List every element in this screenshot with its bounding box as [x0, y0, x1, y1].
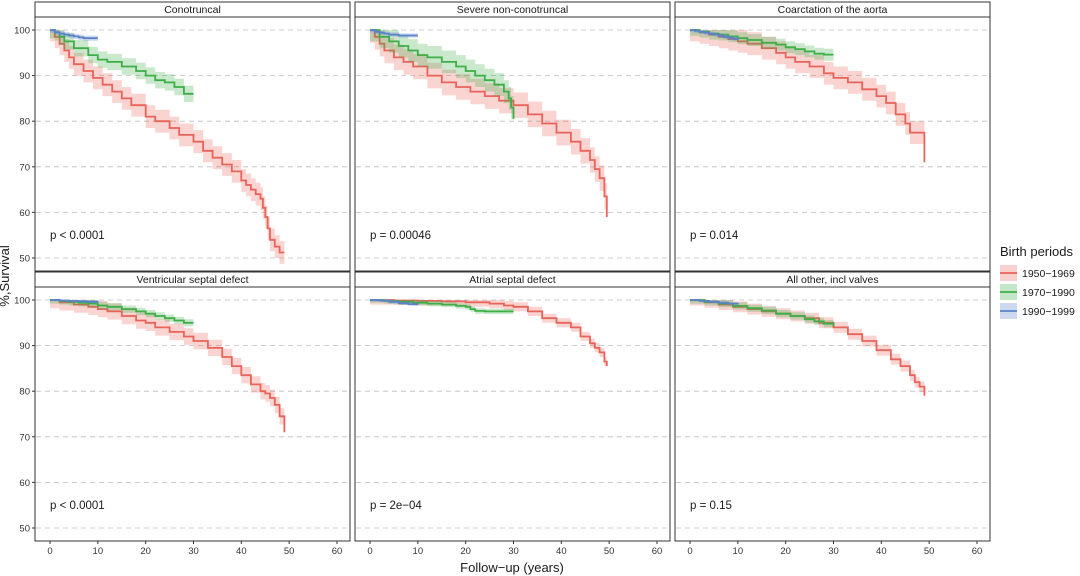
- y-tick-label: 70: [19, 432, 30, 443]
- legend-title: Birth periods: [1000, 244, 1073, 259]
- facet-panel: Severe non-conotruncal p = 0.00046: [354, 1, 671, 272]
- confidence-band: [690, 30, 738, 42]
- survival-line: [50, 299, 286, 433]
- y-tick-label: 90: [19, 71, 30, 82]
- x-tick-label: 50: [924, 546, 935, 557]
- y-tick-label: 100: [14, 296, 30, 307]
- x-tick-label: 20: [780, 546, 791, 557]
- legend-label: 1950−1969: [1022, 268, 1075, 280]
- x-tick-label: 0: [687, 546, 692, 557]
- x-tick-label: 10: [733, 546, 744, 557]
- x-tick-label: 60: [652, 546, 663, 557]
- x-tick-label: 40: [236, 546, 247, 557]
- y-axis-label: %,Survival: [0, 245, 12, 307]
- plot-area: [34, 16, 351, 272]
- survival-line: [690, 299, 739, 305]
- survival-line: [50, 299, 99, 303]
- x-tick-label: 0: [367, 546, 372, 557]
- survival-line: [50, 29, 285, 254]
- facet-panel: Coarctation of the aorta p = 0.014: [674, 1, 991, 272]
- confidence-band: [370, 30, 607, 230]
- legend: Birth periods 1950−1969 1970−1990 1990−199…: [1000, 244, 1075, 319]
- y-tick-label: 50: [19, 254, 30, 265]
- survival-line: [370, 29, 608, 217]
- y-tick-label: 60: [19, 208, 30, 219]
- confidence-band: [50, 30, 285, 264]
- y-tick-label: 60: [19, 478, 30, 489]
- p-value-label: p = 0.15: [690, 500, 732, 512]
- facet-title: Coarctation of the aorta: [778, 4, 888, 16]
- facet-panel: Ventricular septal defect 50 60 70 80 90 100 0 1…: [14, 271, 351, 557]
- x-tick-label: 60: [332, 546, 343, 557]
- x-tick-label: 50: [284, 546, 295, 557]
- plot-area: [34, 286, 351, 542]
- facet-title: All other, incl valves: [786, 274, 878, 286]
- x-tick-label: 60: [972, 546, 983, 557]
- facet-panel: Atrial septal defect 0 10 20 30 40 50 60 p = 2e−…: [354, 271, 671, 557]
- plot-area: [674, 286, 991, 542]
- plot-area: [354, 286, 671, 542]
- survival-line: [690, 29, 834, 56]
- x-tick-label: 10: [413, 546, 424, 557]
- survival-line: [690, 29, 739, 40]
- confidence-band: [690, 30, 925, 174]
- survival-line: [370, 299, 419, 305]
- x-tick-label: 30: [188, 546, 199, 557]
- facet-title: Severe non-conotruncal: [457, 4, 569, 16]
- survival-line: [370, 29, 515, 119]
- facet-title: Atrial septal defect: [469, 274, 555, 286]
- x-tick-label: 50: [604, 546, 615, 557]
- survival-line: [50, 29, 98, 40]
- facet-panel: All other, incl valves 0 10 20 30 40 50 60 p = 0…: [674, 271, 991, 557]
- confidence-band: [690, 300, 834, 330]
- y-tick-label: 90: [19, 341, 30, 352]
- facet-panel: Conotruncal 50 60 70 80 90 100 p < 0.0001: [14, 1, 351, 272]
- survival-line: [370, 29, 418, 37]
- legend-items: 1950−1969 1970−1990 1990−1999: [1000, 265, 1075, 319]
- x-tick-label: 20: [140, 546, 151, 557]
- x-tick-label: 10: [93, 546, 104, 557]
- legend-label: 1970−1990: [1022, 287, 1075, 299]
- y-tick-label: 100: [14, 26, 30, 37]
- x-tick-label: 40: [876, 546, 887, 557]
- y-tick-label: 80: [19, 117, 30, 128]
- y-tick-label: 80: [19, 387, 30, 398]
- p-value-label: p = 0.014: [690, 230, 739, 242]
- confidence-band: [370, 30, 514, 131]
- p-value-label: p = 2e−04: [370, 500, 422, 512]
- facet-title: Ventricular septal defect: [136, 274, 248, 286]
- y-tick-label: 70: [19, 162, 30, 173]
- facet-title: Conotruncal: [164, 4, 221, 16]
- x-tick-label: 0: [47, 546, 52, 557]
- survival-line: [50, 29, 194, 95]
- x-axis-label: Follow−up (years): [460, 560, 564, 575]
- survival-line: [370, 299, 608, 367]
- plot-area: [674, 16, 991, 272]
- p-value-label: p = 0.00046: [370, 230, 431, 242]
- plot-area: [354, 16, 671, 272]
- confidence-band: [50, 300, 194, 327]
- x-tick-label: 20: [460, 546, 471, 557]
- p-value-label: p < 0.0001: [50, 500, 105, 512]
- confidence-band: [370, 300, 418, 307]
- x-tick-label: 30: [508, 546, 519, 557]
- p-value-label: p < 0.0001: [50, 230, 105, 242]
- y-tick-label: 50: [19, 524, 30, 535]
- x-tick-label: 30: [828, 546, 839, 557]
- legend-label: 1990−1999: [1022, 306, 1075, 318]
- x-tick-label: 40: [556, 546, 567, 557]
